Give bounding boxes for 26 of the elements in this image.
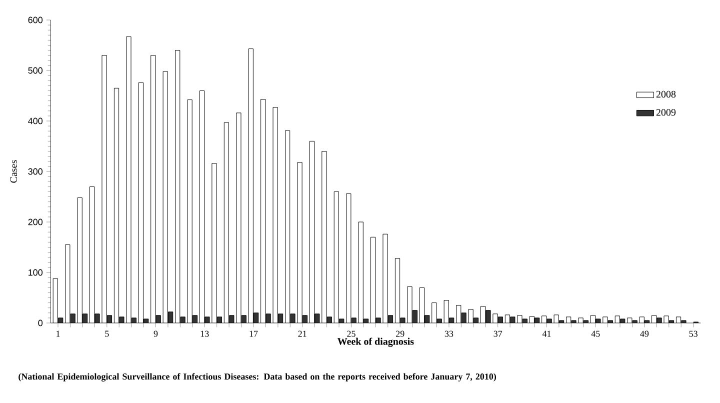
x-tick-label: 49	[640, 330, 649, 337]
y-tick-label: 500	[28, 67, 43, 74]
y-tick-label: 200	[28, 218, 43, 226]
x-tick-label: 33	[444, 330, 454, 337]
x-tick-label: 53	[689, 330, 698, 337]
legend-label: 2008	[656, 90, 676, 98]
y-tick-label: 300	[28, 168, 43, 175]
y-tick-label: 100	[28, 269, 43, 276]
x-tick-label: 37	[494, 330, 502, 337]
x-tick-label: 9	[154, 330, 158, 337]
x-tick-label: 21	[298, 330, 306, 337]
x-tick-label: 13	[200, 330, 209, 337]
x-tick-label: 45	[591, 330, 600, 337]
y-tick-label: 0	[38, 320, 43, 326]
x-tick-label: 5	[105, 330, 109, 337]
x-tick-label: 1	[56, 330, 60, 337]
x-tick-label: 29	[396, 330, 404, 337]
x-axis-title: Week of diagnosis	[337, 338, 414, 347]
y-axis-title: Cases	[10, 160, 17, 183]
y-tick-label: 600	[28, 16, 43, 24]
x-tick-label: 25	[347, 330, 356, 337]
legend-label: 2009	[656, 109, 676, 116]
text: (National Epidemiological Surveillance of Infectious Diseases: Data based on the reports received before January 7, 2010)	[18, 373, 496, 382]
y-tick-label: 400	[28, 118, 43, 124]
x-tick-label: 41	[542, 330, 551, 337]
x-tick-label: 17	[250, 330, 258, 337]
